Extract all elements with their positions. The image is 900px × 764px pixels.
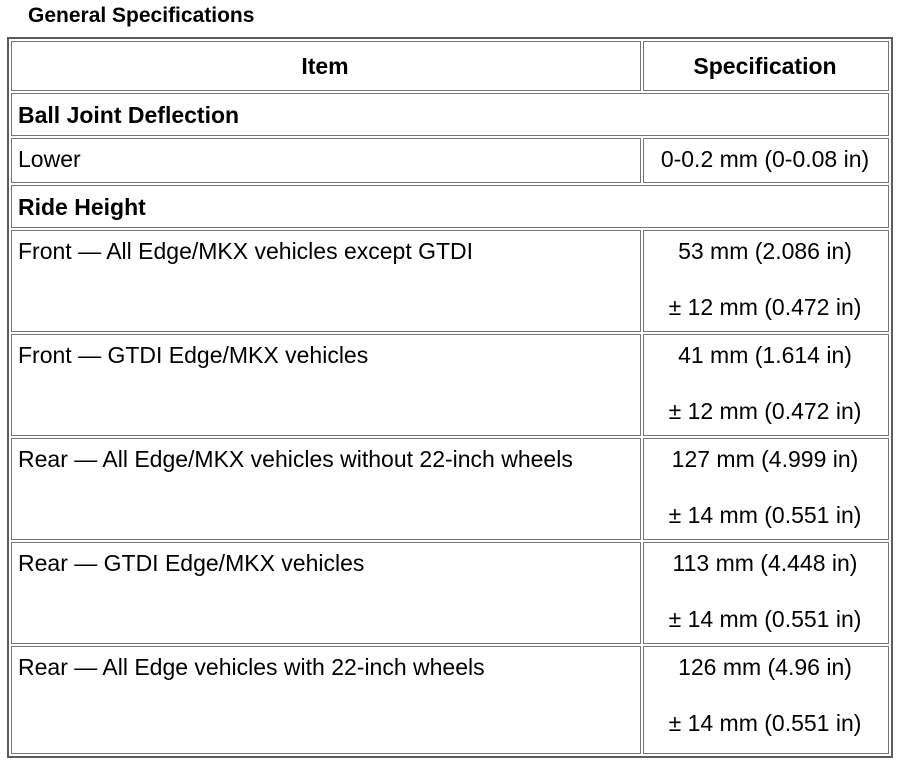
spec-line: 53 mm (2.086 in) [678, 238, 852, 264]
item-cell: Rear — All Edge vehicles with 22-inch wh… [11, 646, 641, 754]
spec-line: 126 mm (4.96 in) [678, 654, 852, 680]
table-row: Front — GTDI Edge/MKX vehicles 41 mm (1.6… [11, 334, 889, 436]
spec-line: 0-0.2 mm (0-0.08 in) [660, 146, 870, 172]
column-header-specification: Specification [643, 41, 889, 91]
spec-line: ± 12 mm (0.472 in) [668, 398, 862, 424]
item-cell: Rear — GTDI Edge/MKX vehicles [11, 542, 641, 644]
page-title: General Specifications [28, 4, 255, 27]
section-row: Ball Joint Deflection [11, 93, 889, 136]
section-label: Ride Height [11, 185, 889, 228]
spec-cell: 127 mm (4.999 in) ± 14 mm (0.551 in) [643, 438, 889, 540]
item-cell: Front — GTDI Edge/MKX vehicles [11, 334, 641, 436]
item-cell: Front — All Edge/MKX vehicles except GTD… [11, 230, 641, 332]
section-label: Ball Joint Deflection [11, 93, 889, 136]
spec-line: 41 mm (1.614 in) [678, 342, 852, 368]
general-specifications-table: Item Specification Ball Joint Deflection… [7, 37, 893, 758]
spec-line: ± 14 mm (0.551 in) [668, 606, 862, 632]
table-row: Rear — GTDI Edge/MKX vehicles 113 mm (4.4… [11, 542, 889, 644]
spec-cell: 0-0.2 mm (0-0.08 in) [643, 138, 889, 183]
column-header-item: Item [11, 41, 641, 91]
item-cell: Lower [11, 138, 641, 183]
spec-cell: 126 mm (4.96 in) ± 14 mm (0.551 in) [643, 646, 889, 754]
spec-line: ± 12 mm (0.472 in) [668, 294, 862, 320]
section-row: Ride Height [11, 185, 889, 228]
table-row: Rear — All Edge/MKX vehicles without 22-… [11, 438, 889, 540]
spec-cell: 53 mm (2.086 in) ± 12 mm (0.472 in) [643, 230, 889, 332]
spec-line: ± 14 mm (0.551 in) [668, 710, 862, 736]
spec-line: 127 mm (4.999 in) [671, 446, 859, 472]
table-row: Front — All Edge/MKX vehicles except GTD… [11, 230, 889, 332]
table-row: Lower 0-0.2 mm (0-0.08 in) [11, 138, 889, 183]
spec-cell: 113 mm (4.448 in) ± 14 mm (0.551 in) [643, 542, 889, 644]
table-header: Item Specification [11, 41, 889, 91]
spec-line: 113 mm (4.448 in) [672, 550, 858, 576]
header-row: Item Specification [11, 41, 889, 91]
item-cell: Rear — All Edge/MKX vehicles without 22-… [11, 438, 641, 540]
spec-line: ± 14 mm (0.551 in) [668, 502, 862, 528]
table-row: Rear — All Edge vehicles with 22-inch wh… [11, 646, 889, 754]
spec-cell: 41 mm (1.614 in) ± 12 mm (0.472 in) [643, 334, 889, 436]
spec-table-body: Ball Joint Deflection Lower 0-0.2 mm (0-0.… [11, 93, 889, 754]
